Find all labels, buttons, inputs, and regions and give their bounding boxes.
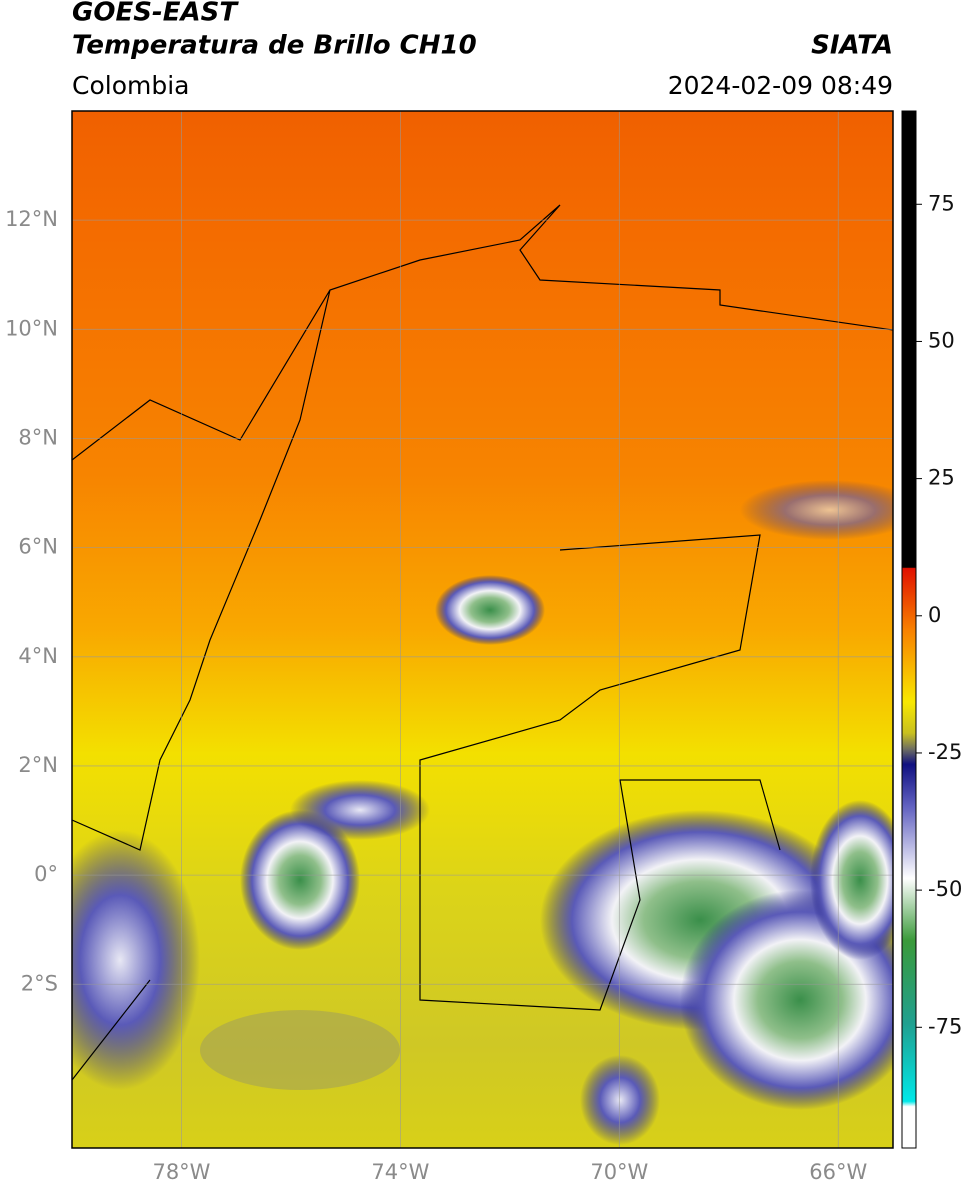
datetime: 2024-02-09 08:49	[668, 71, 893, 100]
y-tick-label: 2°N	[18, 753, 58, 777]
source: SIATA	[811, 31, 893, 61]
subtitle: Temperatura de Brillo CH10	[72, 31, 477, 61]
y-tick-label: 0°	[34, 862, 58, 886]
satellite-image	[72, 111, 893, 1148]
y-tick-label: 2°S	[21, 971, 58, 995]
colorbar-tick-label: 0	[928, 603, 941, 627]
colorbar-tick-label: 25	[928, 466, 955, 490]
borders	[72, 204, 893, 1081]
x-tick-label: 66°W	[809, 1160, 867, 1184]
y-tick-label: 6°N	[18, 535, 58, 559]
y-tick-label: 12°N	[5, 207, 58, 231]
x-tick-label: 70°W	[590, 1160, 648, 1184]
y-tick-label: 4°N	[18, 644, 58, 668]
colorbar-tick-label: 75	[928, 191, 955, 215]
colorbar-tick-label: -25	[928, 740, 962, 764]
colorbar-tick-label: -50	[928, 877, 962, 901]
region: Colombia	[72, 71, 189, 100]
colorbar-tick-label: 50	[928, 328, 955, 352]
colorbar	[901, 110, 917, 1149]
x-tick-label: 74°W	[371, 1160, 429, 1184]
map-frame	[71, 110, 894, 1149]
x-tick-label: 78°W	[152, 1160, 210, 1184]
y-tick-label: 10°N	[5, 316, 58, 340]
title: GOES-EAST	[72, 0, 239, 28]
y-tick-label: 8°N	[18, 425, 58, 449]
colorbar-tick-label: -75	[928, 1014, 962, 1038]
